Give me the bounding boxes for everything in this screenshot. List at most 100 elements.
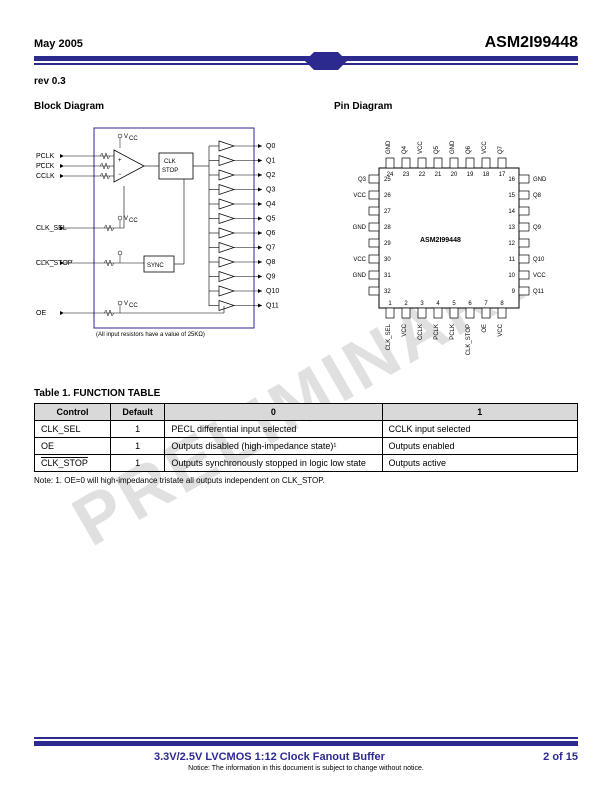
svg-text:28: 28	[384, 225, 391, 231]
svg-text:CC: CC	[129, 218, 138, 224]
svg-text:CLK_STOP: CLK_STOP	[36, 260, 73, 267]
diagrams-row: VCC + −	[34, 118, 578, 348]
svg-text:Q11: Q11	[533, 289, 545, 295]
svg-text:Q6: Q6	[266, 230, 275, 237]
svg-text:ASM2I99448: ASM2I99448	[420, 237, 461, 244]
svg-text:PCLK: PCLK	[434, 324, 440, 340]
svg-text:22: 22	[419, 172, 426, 178]
svg-text:Q4: Q4	[402, 145, 408, 154]
svg-text:12: 12	[508, 241, 515, 247]
svg-text:CLK_SEL: CLK_SEL	[386, 323, 392, 350]
svg-text:CC: CC	[129, 136, 138, 142]
svg-text:Q1: Q1	[266, 158, 275, 165]
svg-text:29: 29	[384, 241, 391, 247]
svg-text:21: 21	[435, 172, 442, 178]
svg-text:Q7: Q7	[266, 245, 275, 252]
svg-text:17: 17	[499, 172, 506, 178]
svg-text:V: V	[124, 134, 128, 140]
svg-text:20: 20	[451, 172, 458, 178]
svg-text:Q4: Q4	[266, 201, 275, 208]
svg-text:16: 16	[508, 177, 515, 183]
svg-text:25: 25	[384, 177, 391, 183]
section-titles: Block Diagram Pin Diagram	[34, 101, 578, 112]
svg-text:CCLK: CCLK	[36, 173, 55, 180]
footer-notice: Notice: The information in this document…	[188, 765, 424, 772]
svg-text:VCC: VCC	[533, 273, 546, 279]
svg-text:19: 19	[467, 172, 474, 178]
svg-text:13: 13	[508, 225, 515, 231]
svg-text:23: 23	[403, 172, 410, 178]
svg-text:PCLK: PCLK	[36, 153, 55, 160]
svg-text:Q10: Q10	[533, 257, 545, 263]
part-number: ASM2I99448	[485, 34, 578, 52]
svg-text:V: V	[124, 301, 128, 307]
header-rule	[34, 56, 578, 70]
th-control: Control	[35, 404, 111, 421]
svg-text:CCLK: CCLK	[418, 324, 424, 340]
table-row: OE1Outputs disabled (high-impedance stat…	[35, 438, 578, 455]
svg-text:Q9: Q9	[266, 274, 275, 281]
svg-text:26: 26	[384, 193, 391, 199]
svg-text:CLK_STOP: CLK_STOP	[466, 324, 472, 355]
svg-text:Q9: Q9	[533, 225, 542, 231]
svg-text:Q7: Q7	[498, 145, 504, 154]
svg-text:GND: GND	[533, 177, 547, 183]
svg-text:−: −	[118, 172, 122, 178]
svg-text:PCLK: PCLK	[36, 163, 55, 170]
svg-text:Q8: Q8	[533, 193, 542, 199]
svg-text:OE: OE	[36, 310, 46, 317]
svg-text:Q6: Q6	[466, 145, 472, 154]
footer: 3.3V/2.5V LVCMOS 1:12 Clock Fanout Buffe…	[0, 737, 612, 772]
block-diagram: VCC + −	[34, 118, 304, 348]
block-footnote: (All input resistors have a value of 25K…	[96, 332, 205, 338]
svg-text:31: 31	[384, 273, 391, 279]
svg-text:VCC: VCC	[482, 141, 488, 154]
svg-text:14: 14	[508, 209, 515, 215]
header: May 2005 ASM2I99448	[34, 34, 578, 52]
footer-page: 2 of 15	[543, 751, 578, 763]
svg-text:GND: GND	[450, 140, 456, 154]
svg-text:Q5: Q5	[266, 216, 275, 223]
pin-diagram-title: Pin Diagram	[334, 101, 392, 112]
svg-text:30: 30	[384, 257, 391, 263]
svg-text:10: 10	[508, 273, 515, 279]
revision: rev 0.3	[34, 76, 578, 87]
table-header-row: Control Default 0 1	[35, 404, 578, 421]
svg-text:CLK: CLK	[164, 159, 176, 165]
th-one: 1	[382, 404, 578, 421]
svg-text:+: +	[118, 158, 122, 164]
page-content: May 2005 ASM2I99448 rev 0.3 Block Diagra…	[0, 0, 612, 485]
svg-text:SYNC: SYNC	[147, 263, 164, 269]
svg-text:Q0: Q0	[266, 143, 275, 150]
svg-text:VCC: VCC	[353, 257, 366, 263]
th-default: Default	[111, 404, 165, 421]
svg-text:Q3: Q3	[358, 177, 367, 183]
svg-text:18: 18	[483, 172, 490, 178]
svg-text:VCC: VCC	[353, 193, 366, 199]
table-note: Note: 1. OE=0 will high-impedance trista…	[34, 476, 578, 485]
block-diagram-title: Block Diagram	[34, 101, 334, 112]
svg-text:Q5: Q5	[434, 145, 440, 154]
table-title: Table 1. FUNCTION TABLE	[34, 388, 578, 399]
svg-text:GND: GND	[353, 273, 367, 279]
svg-text:15: 15	[508, 193, 515, 199]
header-date: May 2005	[34, 38, 83, 50]
svg-text:VCC: VCC	[418, 141, 424, 154]
footer-description: 3.3V/2.5V LVCMOS 1:12 Clock Fanout Buffe…	[154, 751, 385, 763]
svg-text:VCC: VCC	[402, 323, 408, 336]
svg-text:Q2: Q2	[266, 172, 275, 179]
function-table: Control Default 0 1 CLK_SEL1PECL differe…	[34, 403, 578, 472]
pin-diagram: ASM2I99448 24GND23Q422VCC21Q520GND19Q618…	[324, 118, 578, 348]
svg-text:STOP: STOP	[162, 168, 178, 174]
table-row: CLK_SEL1PECL differential input selected…	[35, 421, 578, 438]
logo-icon	[314, 52, 338, 70]
svg-text:32: 32	[384, 289, 391, 295]
svg-text:GND: GND	[386, 140, 392, 154]
svg-text:V: V	[124, 216, 128, 222]
th-zero: 0	[165, 404, 382, 421]
svg-text:GND: GND	[353, 225, 367, 231]
svg-text:PCLK: PCLK	[450, 324, 456, 340]
svg-text:Q3: Q3	[266, 187, 275, 194]
svg-text:Q8: Q8	[266, 259, 275, 266]
footer-rule	[34, 737, 578, 747]
